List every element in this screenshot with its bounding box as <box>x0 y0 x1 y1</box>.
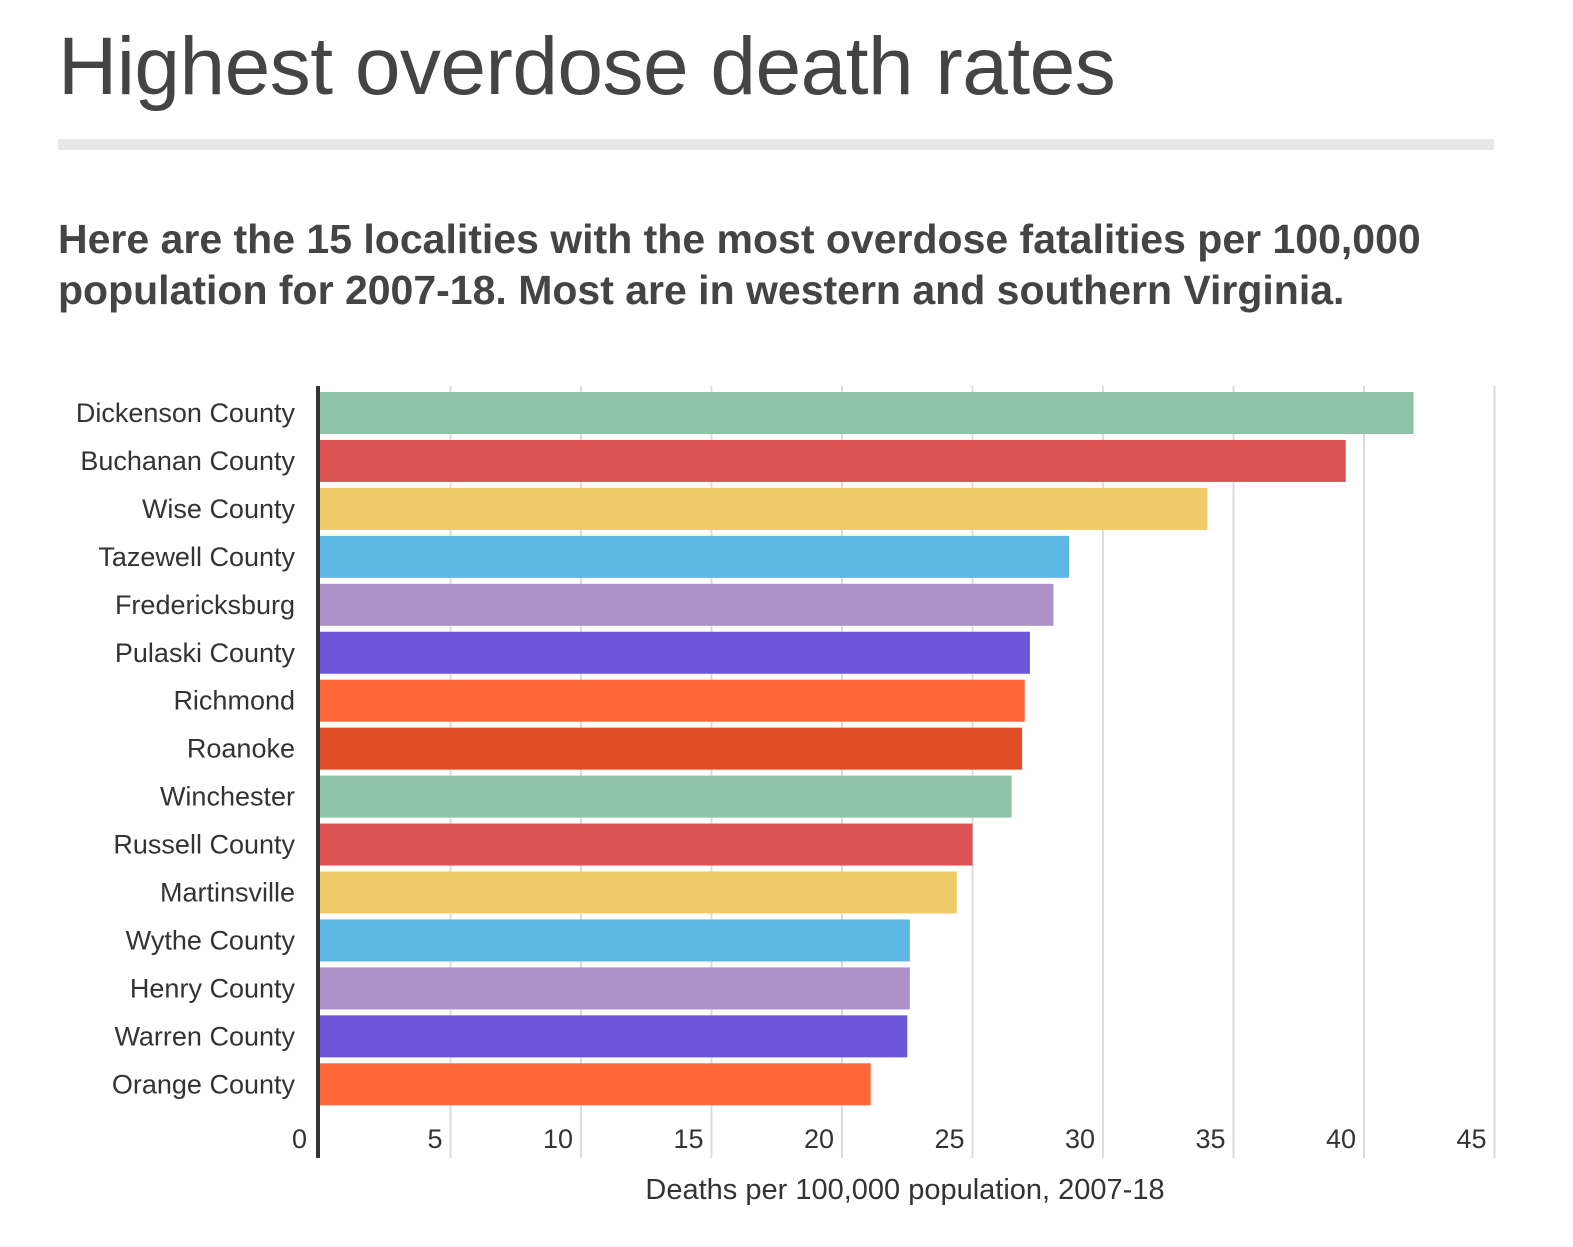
category-label: Warren County <box>114 1021 295 1051</box>
category-label: Wise County <box>142 494 296 524</box>
x-tick-label: 0 <box>292 1124 307 1154</box>
bar <box>320 631 1030 674</box>
chart-subtitle: Here are the 15 localities with the most… <box>58 216 1421 313</box>
x-tick-label: 30 <box>1065 1124 1095 1154</box>
bar <box>320 392 1414 434</box>
bars <box>320 392 1414 1106</box>
category-label: Orange County <box>112 1069 296 1099</box>
bar <box>320 775 1012 818</box>
bar <box>320 967 910 1010</box>
x-tick-label: 10 <box>543 1124 573 1154</box>
x-tick-label: 35 <box>1195 1124 1225 1154</box>
category-label: Henry County <box>130 973 296 1003</box>
x-tick-label: 25 <box>934 1124 964 1154</box>
bar <box>320 727 1023 770</box>
category-label: Buchanan County <box>80 446 295 476</box>
bar <box>320 1063 871 1106</box>
bar <box>320 487 1208 530</box>
category-label: Pulaski County <box>115 638 296 668</box>
category-label: Wythe County <box>126 925 296 955</box>
category-label: Dickenson County <box>76 398 296 428</box>
bar <box>320 679 1025 722</box>
bar <box>320 583 1054 626</box>
bar <box>320 535 1070 578</box>
x-tick-label: 45 <box>1456 1124 1486 1154</box>
bar <box>320 919 910 962</box>
category-label: Roanoke <box>187 734 295 764</box>
category-label: Tazewell County <box>98 542 295 572</box>
tick-labels: 0 5 10 15 20 25 30 35 40 45 <box>292 1124 1487 1154</box>
bar <box>320 1015 908 1058</box>
x-tick-label: 15 <box>673 1124 703 1154</box>
category-label: Richmond <box>173 686 295 716</box>
chart-title: Highest overdose death rates <box>58 21 1116 112</box>
category-label: Winchester <box>160 782 295 812</box>
bar <box>320 871 957 914</box>
x-tick-label: 40 <box>1326 1124 1356 1154</box>
bar <box>320 823 973 866</box>
category-label: Fredericksburg <box>115 590 295 620</box>
x-axis-title: Deaths per 100,000 population, 2007-18 <box>645 1174 1164 1206</box>
title-divider <box>58 139 1494 150</box>
bar <box>320 439 1346 482</box>
x-tick-label: 5 <box>427 1124 442 1154</box>
category-label: Martinsville <box>160 878 295 908</box>
category-labels: Dickenson County Buchanan County Wise Coun… <box>76 398 296 1099</box>
category-label: Russell County <box>113 830 295 860</box>
x-tick-label: 20 <box>804 1124 834 1154</box>
